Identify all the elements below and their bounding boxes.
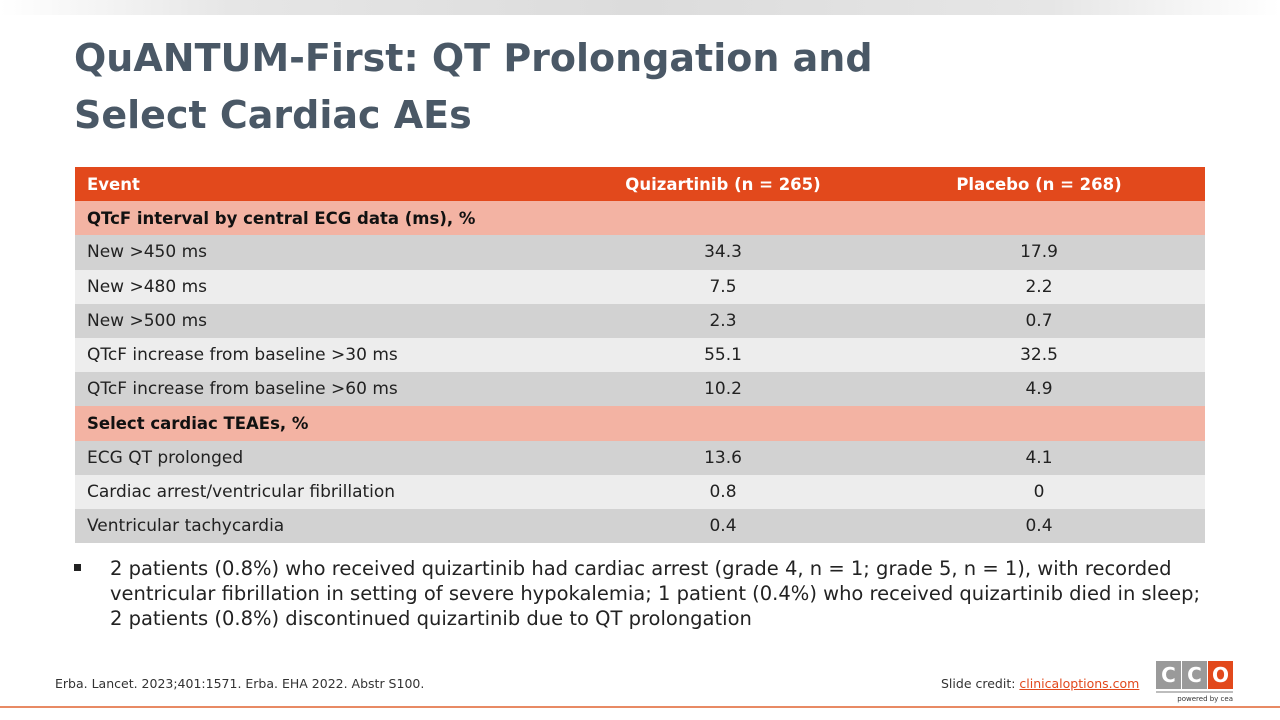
- table-row: New >500 ms 2.3 0.7: [75, 303, 1205, 338]
- row-placebo-value: 2.2: [873, 269, 1205, 304]
- row-placebo-value: 17.9: [873, 235, 1205, 270]
- logo-letter-o: O: [1208, 661, 1233, 689]
- row-event: Ventricular tachycardia: [75, 508, 573, 544]
- row-event: QTcF increase from baseline >30 ms: [75, 337, 573, 373]
- row-event: Cardiac arrest/ventricular fibrillation: [75, 474, 573, 509]
- section-row-cardiac-teaes: Select cardiac TEAEs, %: [75, 406, 1205, 441]
- table-row: QTcF increase from baseline >30 ms 55.1 …: [75, 337, 1205, 373]
- section-row-qtcf: QTcF interval by central ECG data (ms), …: [75, 201, 1205, 236]
- table-row: Cardiac arrest/ventricular fibrillation …: [75, 474, 1205, 509]
- logo-letter-c2: C: [1182, 661, 1207, 689]
- bullet-text: 2 patients (0.8%) who received quizartin…: [110, 557, 1201, 630]
- row-event: ECG QT prolonged: [75, 440, 573, 475]
- top-decorative-band: [0, 0, 1280, 15]
- cco-logo-letters: C C O: [1156, 661, 1234, 689]
- section-label: QTcF interval by central ECG data (ms), …: [75, 201, 1205, 236]
- row-placebo-value: 0.4: [873, 508, 1205, 544]
- table-row: ECG QT prolonged 13.6 4.1: [75, 440, 1205, 475]
- results-table: Event Quizartinib (n = 265) Placebo (n =…: [75, 167, 1205, 544]
- table-row: New >480 ms 7.5 2.2: [75, 269, 1205, 304]
- table-header-row: Event Quizartinib (n = 265) Placebo (n =…: [75, 167, 1205, 202]
- row-quizartinib-value: 10.2: [573, 372, 873, 407]
- page-title: QuANTUM-First: QT Prolongation and Selec…: [74, 30, 974, 144]
- row-event: QTcF increase from baseline >60 ms: [75, 372, 573, 407]
- table-row: New >450 ms 34.3 17.9: [75, 235, 1205, 270]
- row-quizartinib-value: 2.3: [573, 303, 873, 338]
- row-quizartinib-value: 0.4: [573, 508, 873, 544]
- row-quizartinib-value: 0.8: [573, 474, 873, 509]
- bullet-list: 2 patients (0.8%) who received quizartin…: [74, 556, 1214, 631]
- header-event: Event: [75, 167, 573, 202]
- citation: Erba. Lancet. 2023;401:1571. Erba. EHA 2…: [55, 676, 425, 691]
- row-event: New >450 ms: [75, 235, 573, 270]
- row-event: New >500 ms: [75, 303, 573, 338]
- slide-credit-label: Slide credit:: [941, 676, 1020, 691]
- row-quizartinib-value: 7.5: [573, 269, 873, 304]
- header-placebo: Placebo (n = 268): [873, 167, 1205, 202]
- row-event: New >480 ms: [75, 269, 573, 304]
- logo-divider: [1156, 691, 1233, 693]
- header-quizartinib: Quizartinib (n = 265): [573, 167, 873, 202]
- row-placebo-value: 32.5: [873, 337, 1205, 373]
- row-quizartinib-value: 34.3: [573, 235, 873, 270]
- row-placebo-value: 0.7: [873, 303, 1205, 338]
- section-label: Select cardiac TEAEs, %: [75, 406, 1205, 441]
- slide-credit: Slide credit: clinicaloptions.com: [941, 676, 1139, 691]
- clinicaloptions-link[interactable]: clinicaloptions.com: [1019, 676, 1140, 691]
- page-title-line-2: Select Cardiac AEs: [74, 93, 472, 137]
- bullet-item: 2 patients (0.8%) who received quizartin…: [74, 556, 1214, 631]
- row-placebo-value: 4.9: [873, 372, 1205, 407]
- row-quizartinib-value: 55.1: [573, 337, 873, 373]
- row-quizartinib-value: 13.6: [573, 440, 873, 475]
- logo-tagline: powered by cea: [1177, 695, 1233, 703]
- table-row: Ventricular tachycardia 0.4 0.4: [75, 508, 1205, 544]
- row-placebo-value: 4.1: [873, 440, 1205, 475]
- cco-logo: C C O powered by cea: [1156, 661, 1234, 707]
- bottom-accent-line: [0, 706, 1280, 708]
- logo-letter-c1: C: [1156, 661, 1181, 689]
- page-title-line-1: QuANTUM-First: QT Prolongation and: [74, 36, 873, 80]
- row-placebo-value: 0: [873, 474, 1205, 509]
- square-bullet-icon: [74, 564, 81, 571]
- table-row: QTcF increase from baseline >60 ms 10.2 …: [75, 372, 1205, 407]
